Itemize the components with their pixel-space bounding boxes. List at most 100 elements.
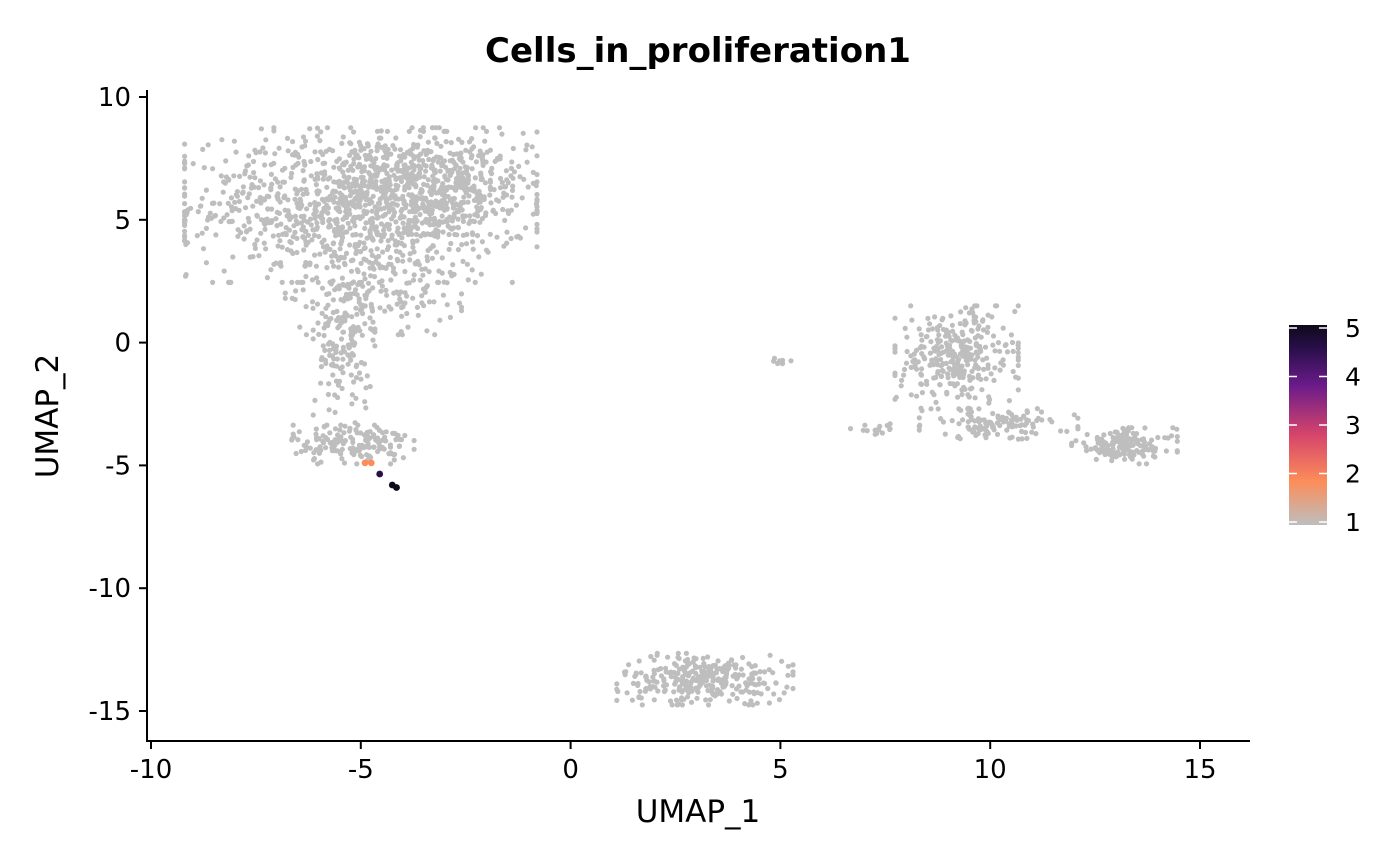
cell-point [960,368,966,375]
cell-point [308,222,314,228]
cell-point [471,183,477,189]
cell-point [1009,434,1015,440]
cell-point [203,225,209,231]
cell-point [366,288,372,294]
cell-point [369,252,375,258]
cell-point [205,214,212,220]
cell-point [685,656,691,663]
cell-point [500,206,506,213]
cell-point [314,224,320,230]
cell-point [300,191,306,197]
cell-point [937,338,944,344]
cell-point [271,261,277,267]
cell-point [1004,427,1010,433]
cell-point [394,175,400,181]
cell-point [318,170,324,176]
cell-point [229,208,235,214]
cell-point [1119,432,1125,438]
cell-point [919,390,926,396]
cell-point [281,195,287,201]
cell-point [451,195,457,202]
cell-point [904,348,910,355]
cell-point [470,231,476,238]
cell-point [960,417,966,423]
x-tick-label: 0 [562,755,579,785]
cell-point [182,213,188,219]
cell-point [310,305,316,311]
cell-point [309,277,315,283]
cell-point [919,351,925,357]
cell-point [1135,441,1141,447]
cell-point [488,200,494,206]
cell-point [430,173,436,179]
cell-point [959,387,965,393]
cell-point [963,305,969,311]
cell-point [437,168,443,174]
cell-point [322,347,328,353]
cell-point [459,139,465,145]
cell-point [323,360,329,366]
cell-point [308,158,314,165]
cell-point [362,321,368,327]
cell-point [1142,425,1148,431]
cell-point [289,170,295,176]
cell-point [398,178,405,184]
cell-point [354,430,360,436]
cell-point [435,190,441,196]
cell-point [477,206,484,212]
cell-point [444,216,450,222]
cell-point [324,125,331,131]
cell-point [256,253,262,259]
cell-point [319,310,325,316]
cell-point [927,321,933,327]
cell-point [332,426,339,432]
x-tick-label: -10 [130,755,172,785]
cell-point [226,279,232,285]
cell-point [261,182,267,188]
cell-point [901,372,907,378]
cell-point [289,295,295,301]
cell-point [325,210,331,216]
cell-point [516,163,522,169]
cell-point [750,702,756,708]
cell-point [373,156,379,162]
cell-point [901,366,908,373]
cell-point [967,377,973,383]
cell-point [431,217,437,223]
cell-point [483,210,489,216]
cell-point [182,166,188,172]
cell-point [263,246,269,252]
cell-point [427,222,433,228]
cell-point [235,227,241,233]
cell-point [347,211,353,217]
cell-point [988,371,994,377]
cell-point [410,244,416,250]
cell-point [339,456,345,462]
cell-point [499,179,505,186]
cell-point [345,167,351,173]
cell-point [434,249,440,255]
cell-point [1010,368,1016,375]
cell-point [743,687,749,693]
cell-point [410,206,416,212]
cell-point [370,337,376,343]
cell-point [376,253,382,259]
cell-point [428,231,434,238]
cell-point [513,202,520,208]
cell-point [326,407,332,413]
cell-point [1015,362,1021,369]
cell-point [969,328,975,334]
cell-point [382,211,388,218]
cell-point [400,455,406,461]
cell-point [254,212,260,218]
cell-point [335,432,341,438]
cell-point [444,302,450,308]
cell-point [668,669,674,675]
cell-point [325,391,331,398]
cell-point [356,370,363,376]
cell-point [368,273,374,279]
cell-point [480,125,486,131]
cell-point [972,395,978,401]
cell-point [316,331,322,337]
cell-point [942,431,948,437]
